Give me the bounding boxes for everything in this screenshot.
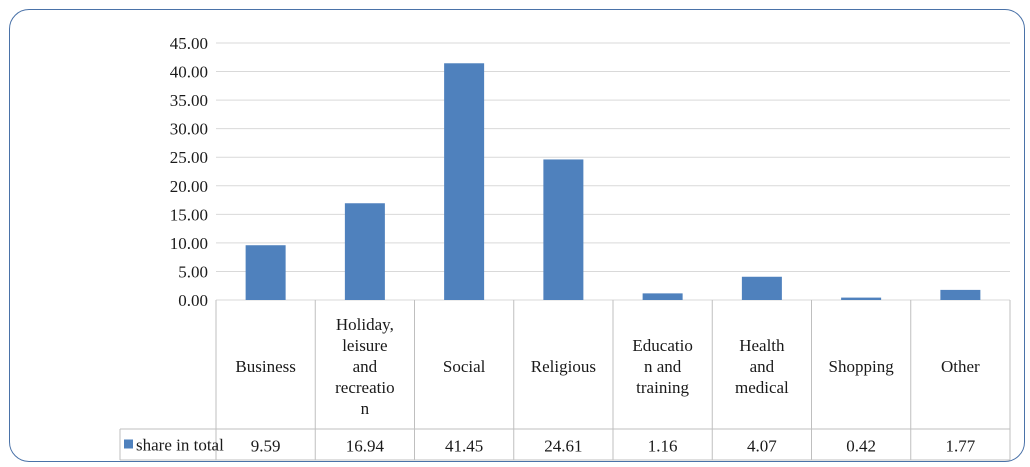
data-table-value: 9.59: [251, 437, 281, 456]
y-tick-label: 10.00: [170, 234, 208, 253]
x-category-label: Religious: [531, 357, 596, 376]
data-table-value: 1.16: [648, 437, 678, 456]
x-category-label: Health: [739, 336, 785, 355]
data-table-value: 0.42: [846, 437, 876, 456]
bar: [841, 297, 882, 300]
data-table-value: 41.45: [445, 437, 483, 456]
x-category-label: Business: [235, 357, 295, 376]
bar: [344, 203, 385, 300]
data-table-value: 16.94: [346, 437, 385, 456]
x-category-label: Holiday,: [336, 315, 394, 334]
y-tick-label: 0.00: [178, 291, 208, 310]
bar: [940, 289, 981, 300]
x-category-label: n: [361, 399, 370, 418]
x-category-label: recreatio: [335, 378, 394, 397]
bar: [245, 245, 286, 300]
data-table-value: 4.07: [747, 437, 777, 456]
y-tick-label: 20.00: [170, 177, 208, 196]
bar: [741, 276, 782, 300]
x-category-label: training: [636, 378, 689, 397]
bar: [543, 159, 584, 300]
data-table-value: 1.77: [946, 437, 976, 456]
y-tick-label: 35.00: [170, 91, 208, 110]
y-tick-label: 45.00: [170, 34, 208, 53]
x-category-label: Shopping: [829, 357, 895, 376]
y-tick-label: 5.00: [178, 262, 208, 281]
x-category-label: medical: [735, 378, 789, 397]
y-tick-label: 25.00: [170, 148, 208, 167]
chart-frame: [9, 9, 1025, 462]
bar: [642, 293, 683, 300]
x-category-label: Other: [941, 357, 980, 376]
y-tick-label: 15.00: [170, 205, 208, 224]
legend-swatch: [124, 439, 133, 449]
x-category-label: Social: [443, 357, 486, 376]
y-tick-label: 40.00: [170, 63, 208, 82]
bar: [444, 63, 485, 300]
x-category-label: leisure: [342, 336, 387, 355]
y-tick-label: 30.00: [170, 120, 208, 139]
data-table-value: 24.61: [544, 437, 582, 456]
x-category-label: and: [750, 357, 775, 376]
legend-series-name: share in total: [136, 436, 224, 455]
x-category-label: n and: [644, 357, 682, 376]
x-category-label: and: [353, 357, 378, 376]
x-category-label: Educatio: [632, 336, 692, 355]
